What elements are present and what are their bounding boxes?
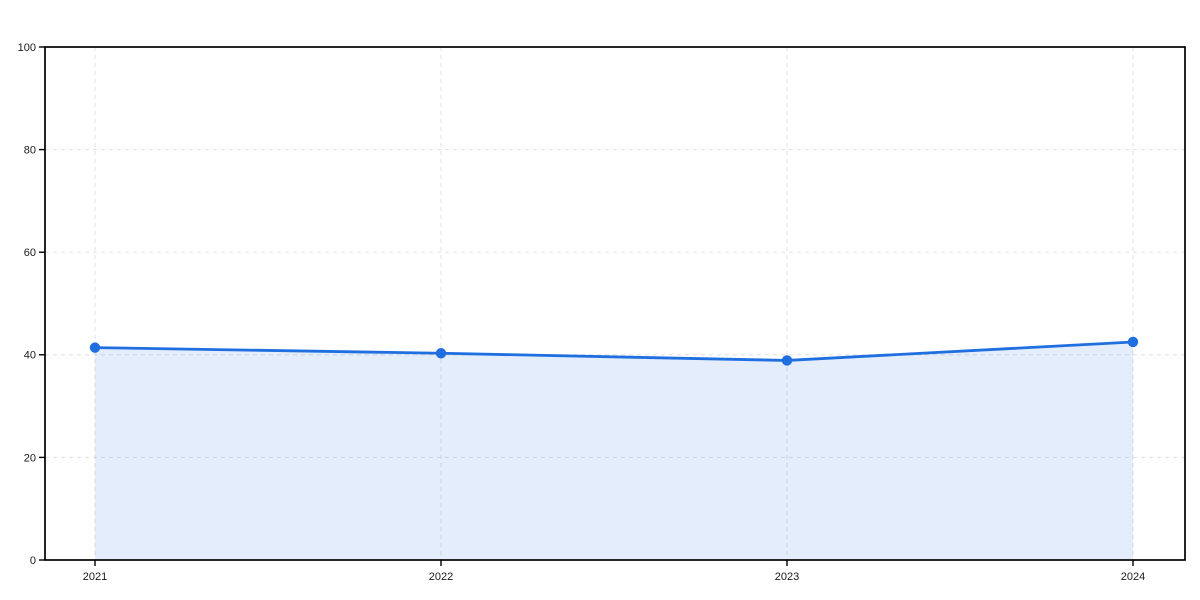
x-tick-label: 2022 (429, 571, 453, 583)
y-tick-label: 20 (24, 452, 36, 464)
area-fill (95, 341, 1133, 560)
trend-line (93, 340, 1135, 362)
x-tick-label: 2021 (83, 571, 107, 583)
x-tick-label: 2024 (1121, 571, 1145, 583)
x-tick-label: 2023 (775, 571, 799, 583)
data-point (781, 355, 793, 366)
axes-spines (44, 46, 1186, 561)
data-point (89, 342, 101, 353)
data-point (1127, 336, 1139, 348)
y-tick-label: 80 (24, 144, 36, 156)
y-tick-label: 0 (30, 555, 36, 567)
data-point (435, 348, 447, 359)
y-tick-label: 40 (24, 350, 36, 362)
y-tick-label: 100 (18, 42, 36, 54)
y-tick-label: 60 (24, 247, 36, 259)
